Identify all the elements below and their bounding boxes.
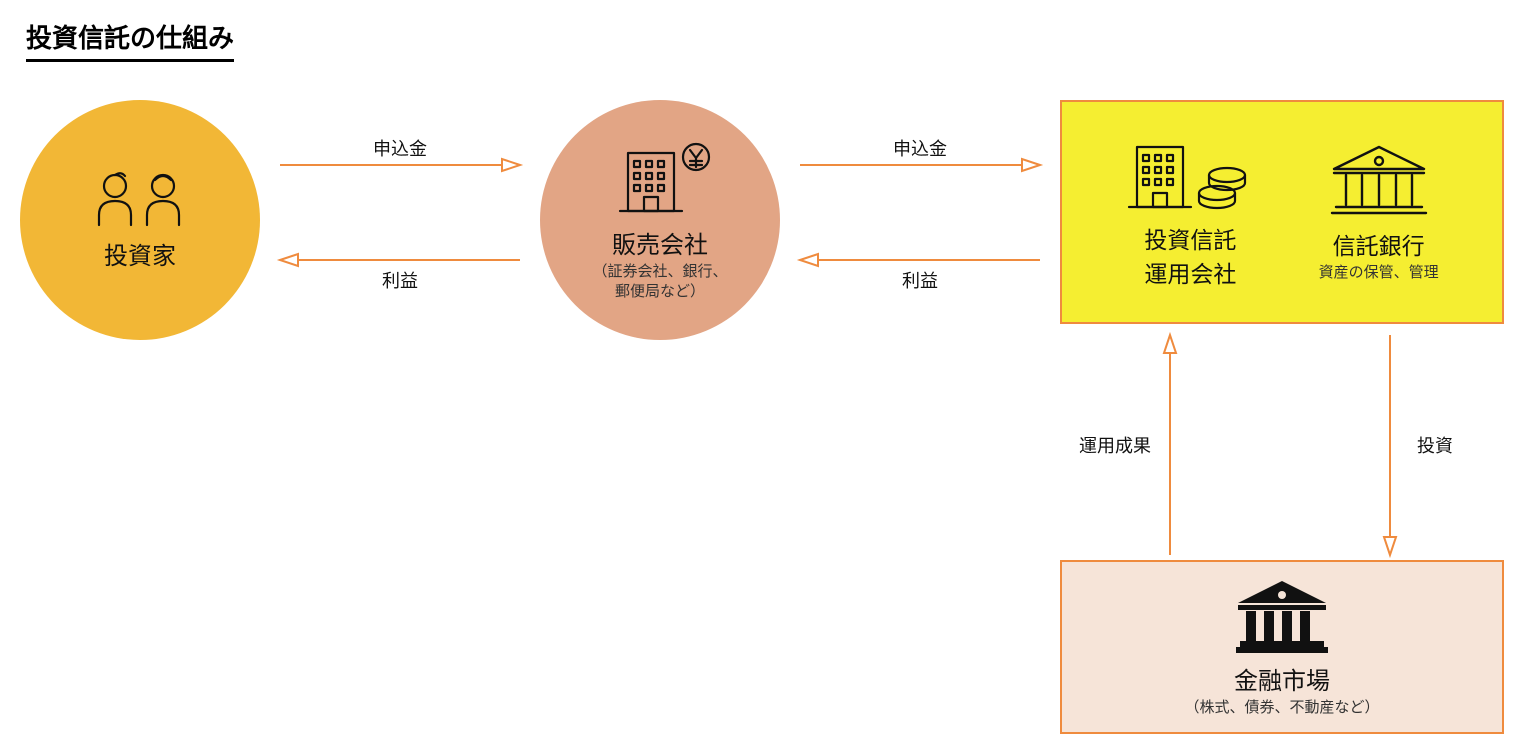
- building-coins-icon: [1125, 135, 1255, 215]
- edge-label-e5: 運用成果: [1079, 432, 1151, 458]
- node-investor-label: 投資家: [104, 236, 176, 271]
- node-market: 金融市場 （株式、債券、不動産など）: [1060, 560, 1504, 734]
- diagram-canvas: 投資信託の仕組み 投資家: [0, 0, 1538, 744]
- bank-outline-icon: [1324, 141, 1434, 221]
- people-icon: [85, 170, 195, 230]
- edge-label-e6: 投資: [1417, 432, 1453, 458]
- node-sales-label: 販売会社: [612, 225, 708, 260]
- edge-label-e2: 利益: [382, 267, 418, 293]
- edge-label-e3: 申込金: [893, 135, 947, 161]
- node-investor: 投資家: [20, 100, 260, 340]
- node-sales-sublabel: （証券会社、銀行、郵便局など）: [592, 262, 727, 301]
- node-management-col2-label: 信託銀行: [1333, 227, 1425, 261]
- node-management: 投資信託運用会社 信託銀行 資産の保管、管理: [1060, 100, 1504, 324]
- node-sales: 販売会社 （証券会社、銀行、郵便局など）: [540, 100, 780, 340]
- node-management-col2-sublabel: 資産の保管、管理: [1319, 263, 1439, 283]
- node-management-col1: 投資信託運用会社: [1125, 135, 1255, 289]
- building-yen-icon: [600, 139, 720, 219]
- edge-label-e1: 申込金: [373, 135, 427, 161]
- node-management-col1-label: 投資信託運用会社: [1144, 221, 1236, 289]
- edge-label-e4: 利益: [902, 267, 938, 293]
- node-market-label: 金融市場: [1234, 661, 1330, 696]
- bank-solid-icon: [1232, 577, 1332, 655]
- diagram-title: 投資信託の仕組み: [26, 18, 234, 62]
- node-market-sublabel: （株式、債券、不動産など）: [1184, 698, 1379, 718]
- node-management-col2: 信託銀行 資産の保管、管理: [1319, 141, 1439, 283]
